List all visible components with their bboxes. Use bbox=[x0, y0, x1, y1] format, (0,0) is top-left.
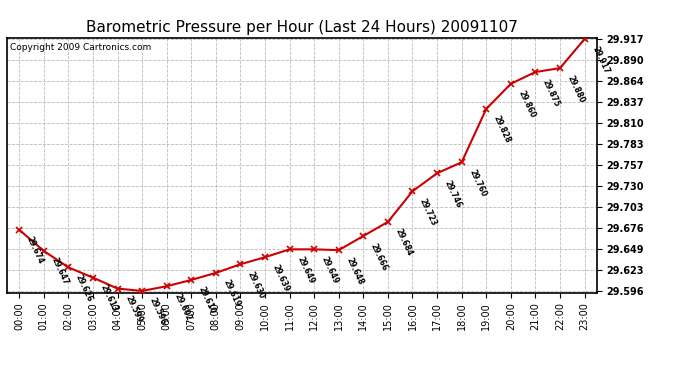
Text: 29.648: 29.648 bbox=[344, 256, 365, 286]
Text: 29.917: 29.917 bbox=[590, 45, 611, 75]
Title: Barometric Pressure per Hour (Last 24 Hours) 20091107: Barometric Pressure per Hour (Last 24 Ho… bbox=[86, 20, 518, 35]
Text: 29.760: 29.760 bbox=[467, 168, 488, 198]
Text: 29.626: 29.626 bbox=[74, 273, 95, 303]
Text: 29.619: 29.619 bbox=[221, 279, 242, 309]
Text: 29.860: 29.860 bbox=[516, 89, 537, 120]
Text: 29.639: 29.639 bbox=[270, 263, 291, 293]
Text: 29.613: 29.613 bbox=[99, 283, 119, 314]
Text: 29.684: 29.684 bbox=[393, 228, 414, 258]
Text: 29.746: 29.746 bbox=[442, 179, 463, 209]
Text: Copyright 2009 Cartronics.com: Copyright 2009 Cartronics.com bbox=[10, 43, 151, 52]
Text: 29.674: 29.674 bbox=[25, 235, 46, 266]
Text: 29.610: 29.610 bbox=[197, 285, 217, 316]
Text: 29.828: 29.828 bbox=[492, 114, 513, 145]
Text: 29.596: 29.596 bbox=[148, 297, 168, 327]
Text: 29.630: 29.630 bbox=[246, 270, 266, 300]
Text: 29.602: 29.602 bbox=[172, 292, 193, 322]
Text: 29.647: 29.647 bbox=[49, 256, 70, 287]
Text: 29.666: 29.666 bbox=[369, 242, 389, 272]
Text: 29.649: 29.649 bbox=[295, 255, 315, 285]
Text: 29.599: 29.599 bbox=[123, 294, 144, 324]
Text: 29.649: 29.649 bbox=[319, 255, 340, 285]
Text: 29.880: 29.880 bbox=[566, 74, 586, 104]
Text: 29.875: 29.875 bbox=[541, 78, 562, 108]
Text: 29.723: 29.723 bbox=[418, 197, 439, 227]
